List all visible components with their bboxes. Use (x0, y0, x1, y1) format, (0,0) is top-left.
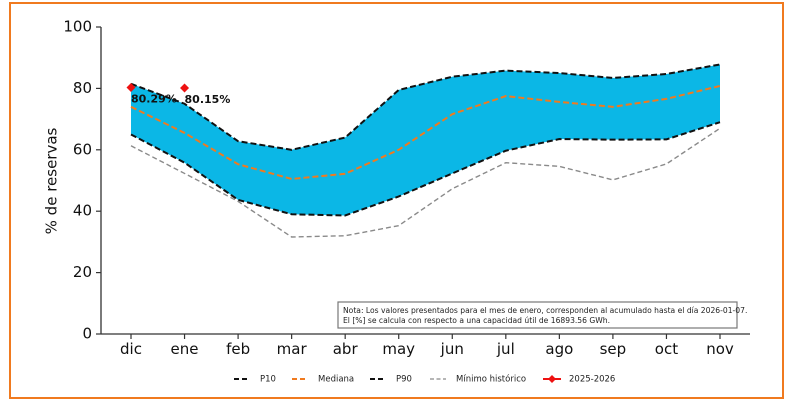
y-tick-label: 40 (73, 202, 92, 220)
lines-layer (130, 63, 721, 238)
x-tick-label: feb (226, 340, 250, 358)
note-line-1: Nota: Los valores presentados para el me… (343, 306, 747, 315)
legend-label: P10 (260, 375, 276, 385)
y-tick-label: 100 (63, 18, 92, 36)
actual-marker (126, 83, 136, 93)
x-tick-label: jun (440, 340, 464, 358)
y-tick-label: 60 (73, 140, 92, 158)
note-box-border (337, 301, 738, 329)
y-axis-title: % de reservas (43, 127, 61, 234)
actual-marker (180, 83, 190, 93)
value-annotation: 80.29% (131, 93, 177, 106)
legend-label: Mínimo histórico (456, 374, 526, 385)
markers-layer: 80.29% 80.15% (126, 83, 231, 106)
value-annotation: 80.15% (185, 93, 231, 106)
legend: P10 Mediana P90 Mínimo histórico 2025-2026 (234, 374, 615, 385)
x-tick-label: ago (545, 340, 573, 358)
y-tick-label: 80 (73, 79, 92, 97)
x-tick-label: ene (171, 340, 199, 358)
legend-entry-actual: 2025-2026 (543, 375, 615, 385)
note-line-2: El [%] se calcula con respecto a una cap… (343, 316, 610, 325)
y-tick-label: 0 (82, 325, 92, 343)
legend-label: Mediana (318, 375, 354, 385)
x-tick-label: mar (277, 340, 308, 358)
legend-swatch-marker (548, 375, 556, 383)
x-tick-label: dic (120, 340, 142, 358)
legend-entry-p10: P10 (234, 375, 276, 385)
legend-entry-p90: P90 (370, 375, 412, 385)
x-tick-label: sep (600, 340, 627, 358)
legend-label: P90 (396, 375, 412, 385)
y-tick-label: 20 (73, 263, 92, 281)
axes-layer: 0 20 40 60 80 100 dic ene feb mar abr may jun jul ago s… (63, 18, 750, 358)
x-tick-label: may (382, 340, 415, 358)
x-tick-label: nov (706, 340, 734, 358)
series-line-p10 (130, 121, 721, 217)
x-tick-label: jul (496, 340, 515, 358)
x-tick-label: oct (655, 340, 678, 358)
legend-entry-mediana: Mediana (292, 375, 354, 385)
note-box: Nota: Los valores presentados para el me… (337, 301, 747, 329)
series-line-mediana (130, 84, 721, 180)
legend-entry-minimo: Mínimo histórico (430, 374, 526, 385)
x-tick-label: abr (333, 340, 359, 358)
series-line-p90 (130, 63, 721, 151)
chart-frame (9, 2, 784, 399)
legend-label: 2025-2026 (569, 375, 615, 385)
